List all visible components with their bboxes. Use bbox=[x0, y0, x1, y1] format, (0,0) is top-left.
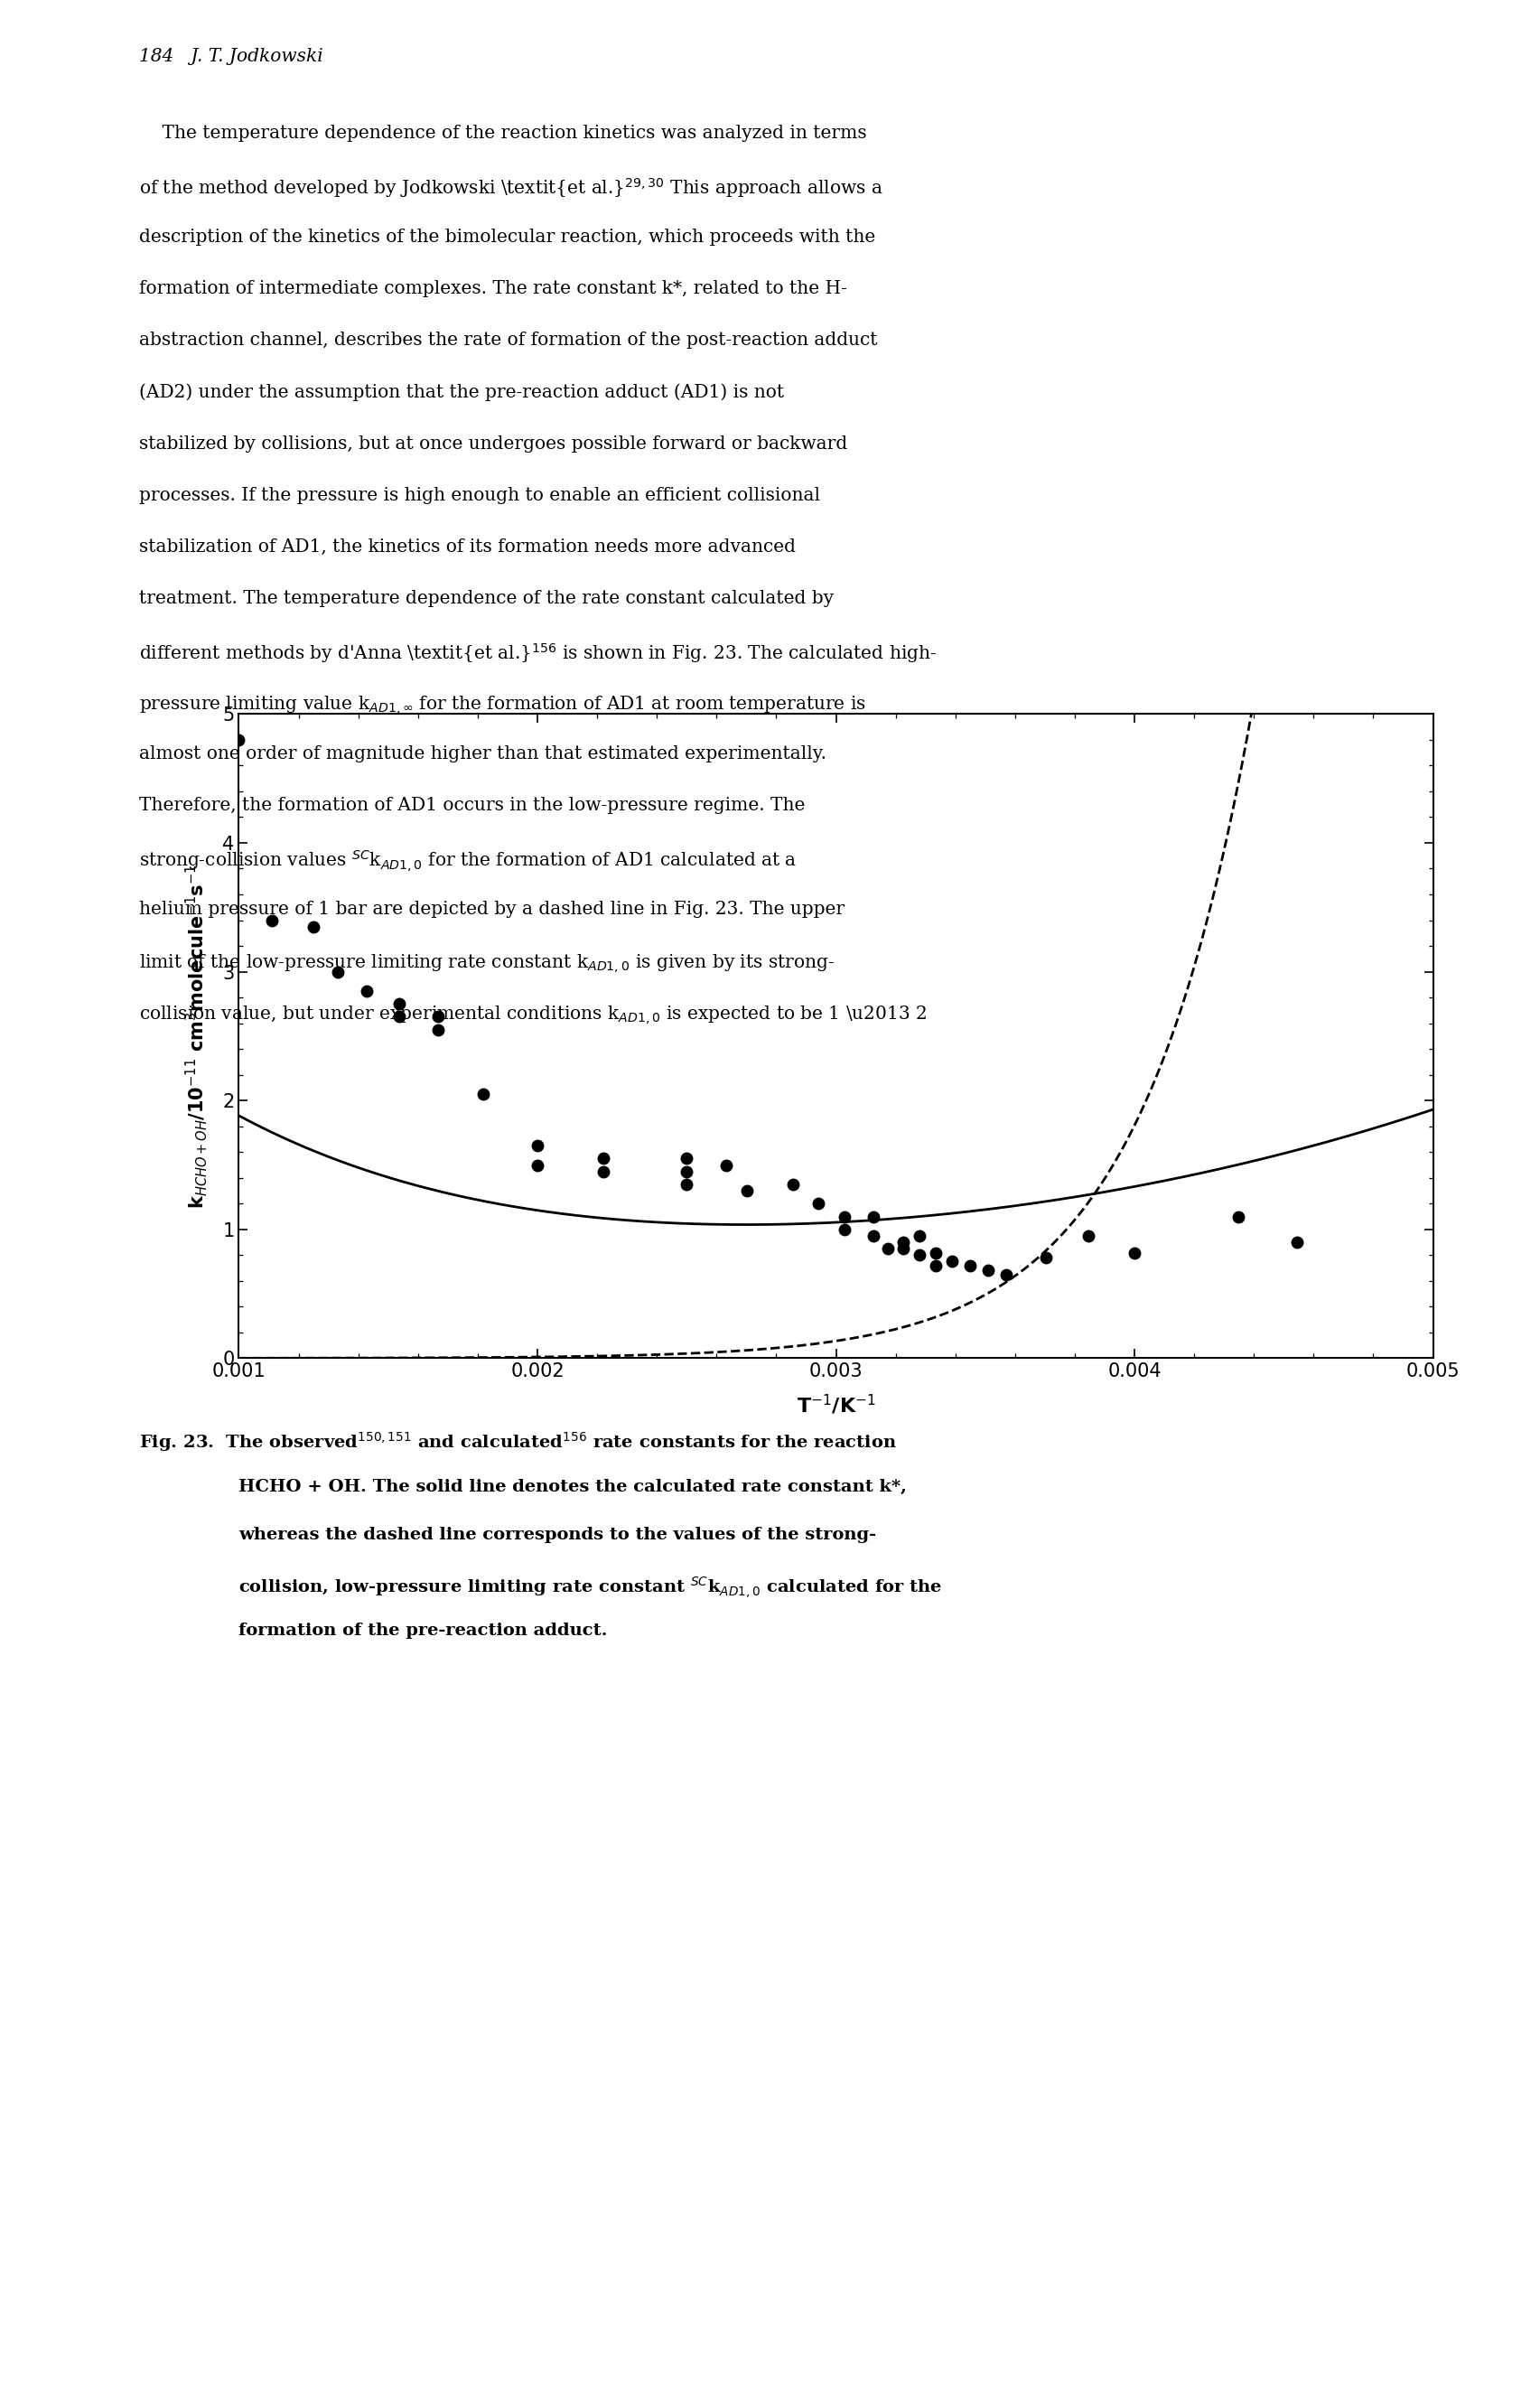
Text: stabilization of AD1, the kinetics of its formation needs more advanced: stabilization of AD1, the kinetics of it… bbox=[139, 538, 795, 555]
Point bbox=[300, 906, 325, 945]
Point bbox=[425, 998, 450, 1036]
Point bbox=[956, 1245, 981, 1284]
Text: collision value, but under experimental conditions k$_{AD1,0}$ is expected to be: collision value, but under experimental … bbox=[139, 1005, 926, 1027]
Text: description of the kinetics of the bimolecular reaction, which proceeds with the: description of the kinetics of the bimol… bbox=[139, 228, 875, 245]
Point bbox=[177, 791, 202, 829]
Text: abstraction channel, describes the rate of formation of the post-reaction adduct: abstraction channel, describes the rate … bbox=[139, 332, 876, 349]
Point bbox=[975, 1252, 999, 1291]
Point bbox=[1121, 1233, 1146, 1272]
Point bbox=[470, 1075, 494, 1113]
Point bbox=[1075, 1216, 1100, 1255]
Point bbox=[993, 1255, 1018, 1293]
Text: different methods by d'Anna \textit{et al.}$^{156}$ is shown in Fig. 23. The cal: different methods by d'Anna \textit{et a… bbox=[139, 642, 936, 666]
Point bbox=[1284, 1224, 1309, 1262]
Y-axis label: k$_{HCHO+OH}$/10$^{-11}$ cm$^3$molecule$^{-1}$s$^{-1}$: k$_{HCHO+OH}$/10$^{-11}$ cm$^3$molecule$… bbox=[183, 863, 209, 1209]
Point bbox=[387, 998, 411, 1036]
Text: strong-collision values $^{SC}$k$_{AD1,0}$ for the formation of AD1 calculated a: strong-collision values $^{SC}$k$_{AD1,0… bbox=[139, 849, 796, 873]
Text: almost one order of magnitude higher than that estimated experimentally.: almost one order of magnitude higher tha… bbox=[139, 745, 825, 762]
Point bbox=[591, 1152, 616, 1190]
Point bbox=[675, 1152, 699, 1190]
Point bbox=[199, 825, 223, 863]
Text: processes. If the pressure is high enough to enable an efficient collisional: processes. If the pressure is high enoug… bbox=[139, 486, 819, 505]
Text: formation of the pre-reaction adduct.: formation of the pre-reaction adduct. bbox=[239, 1623, 607, 1640]
Point bbox=[922, 1233, 947, 1272]
Text: collision, low-pressure limiting rate constant $^{SC}$k$_{AD1,0}$ calculated for: collision, low-pressure limiting rate co… bbox=[239, 1575, 942, 1599]
Point bbox=[907, 1236, 932, 1274]
Point bbox=[591, 1139, 616, 1178]
Point bbox=[425, 1010, 450, 1048]
Point bbox=[890, 1228, 915, 1267]
Point bbox=[1226, 1197, 1250, 1236]
Point bbox=[354, 971, 379, 1010]
Point bbox=[922, 1245, 947, 1284]
Text: The temperature dependence of the reaction kinetics was analyzed in terms: The temperature dependence of the reacti… bbox=[139, 125, 865, 142]
Point bbox=[525, 1127, 550, 1166]
Point bbox=[781, 1166, 805, 1204]
Point bbox=[861, 1216, 886, 1255]
Point bbox=[735, 1171, 759, 1209]
Point bbox=[939, 1243, 964, 1281]
Point bbox=[675, 1139, 699, 1178]
Point bbox=[525, 1147, 550, 1185]
Text: formation of intermediate complexes. The rate constant k*, related to the H-: formation of intermediate complexes. The… bbox=[139, 281, 845, 298]
Point bbox=[890, 1224, 915, 1262]
Point bbox=[861, 1197, 886, 1236]
Text: pressure limiting value k$_{AD1,\infty}$ for the formation of AD1 at room temper: pressure limiting value k$_{AD1,\infty}$… bbox=[139, 692, 865, 716]
Point bbox=[326, 952, 351, 990]
Text: stabilized by collisions, but at once undergoes possible forward or backward: stabilized by collisions, but at once un… bbox=[139, 435, 847, 452]
Text: whereas the dashed line corresponds to the values of the strong-: whereas the dashed line corresponds to t… bbox=[239, 1527, 876, 1543]
Text: treatment. The temperature dependence of the rate constant calculated by: treatment. The temperature dependence of… bbox=[139, 591, 833, 608]
Point bbox=[675, 1166, 699, 1204]
Text: (AD2) under the assumption that the pre-reaction adduct (AD1) is not: (AD2) under the assumption that the pre-… bbox=[139, 382, 784, 401]
Point bbox=[875, 1228, 899, 1267]
Point bbox=[713, 1147, 738, 1185]
Text: helium pressure of 1 bar are depicted by a dashed line in Fig. 23. The upper: helium pressure of 1 bar are depicted by… bbox=[139, 902, 844, 918]
Text: limit of the low-pressure limiting rate constant k$_{AD1,0}$ is given by its str: limit of the low-pressure limiting rate … bbox=[139, 952, 833, 974]
Point bbox=[907, 1216, 932, 1255]
Point bbox=[1033, 1238, 1058, 1277]
Text: HCHO + OH. The solid line denotes the calculated rate constant k*,: HCHO + OH. The solid line denotes the ca… bbox=[239, 1478, 907, 1495]
X-axis label: T$^{-1}$/K$^{-1}$: T$^{-1}$/K$^{-1}$ bbox=[796, 1394, 875, 1416]
Text: Therefore, the formation of AD1 occurs in the low-pressure regime. The: Therefore, the formation of AD1 occurs i… bbox=[139, 798, 804, 815]
Point bbox=[387, 986, 411, 1024]
Point bbox=[805, 1185, 830, 1224]
Point bbox=[832, 1197, 856, 1236]
Text: of the method developed by Jodkowski \textit{et al.}$^{29,30}$ This approach all: of the method developed by Jodkowski \te… bbox=[139, 178, 882, 200]
Point bbox=[832, 1209, 856, 1248]
Point bbox=[226, 721, 251, 760]
Text: Fig. 23.  The observed$^{150,151}$ and calculated$^{156}$ rate constants for the: Fig. 23. The observed$^{150,151}$ and ca… bbox=[139, 1430, 896, 1454]
Point bbox=[260, 902, 285, 940]
Text: 184   J. T. Jodkowski: 184 J. T. Jodkowski bbox=[139, 48, 322, 65]
